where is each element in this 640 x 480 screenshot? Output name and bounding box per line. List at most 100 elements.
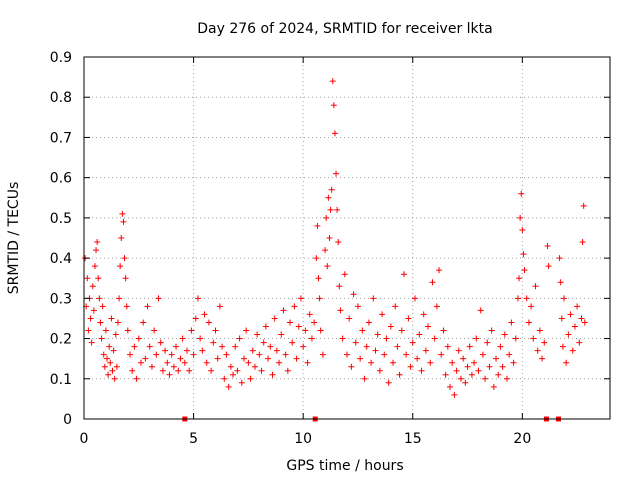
data-point: [249, 347, 256, 354]
data-point: [105, 371, 112, 378]
data-point: [295, 323, 302, 330]
data-point: [460, 355, 467, 362]
data-point: [383, 335, 390, 342]
data-point: [497, 343, 504, 350]
data-point: [327, 206, 334, 213]
data-point: [365, 319, 372, 326]
data-point: [97, 319, 104, 326]
data-point: [142, 355, 149, 362]
data-point: [94, 239, 101, 246]
data-point: [121, 255, 128, 262]
data-point: [155, 295, 162, 302]
data-point: [530, 335, 537, 342]
data-point: [101, 363, 108, 370]
data-point: [571, 323, 578, 330]
data-point: [348, 363, 355, 370]
data-point: [346, 315, 353, 322]
data-point: [280, 307, 287, 314]
data-point: [98, 335, 105, 342]
data-point: [357, 355, 364, 362]
data-point: [390, 359, 397, 366]
data-point: [350, 291, 357, 298]
data-point: [516, 275, 523, 282]
data-point: [517, 214, 524, 221]
data-point: [501, 331, 508, 338]
data-point: [405, 315, 412, 322]
data-point: [427, 359, 434, 366]
data-point: [227, 363, 234, 370]
data-point: [536, 327, 543, 334]
data-point: [177, 355, 184, 362]
data-point: [518, 190, 525, 197]
y-tick-label: 0.2: [50, 332, 72, 348]
data-point: [313, 255, 320, 262]
data-point: [490, 383, 497, 390]
data-point: [112, 331, 119, 338]
data-point: [181, 359, 188, 366]
data-point: [337, 307, 344, 314]
data-point: [144, 303, 151, 310]
data-point: [122, 275, 129, 282]
data-point: [96, 295, 103, 302]
data-point: [333, 170, 340, 177]
data-point: [354, 303, 361, 310]
data-point: [556, 255, 563, 262]
grid-lines: [84, 57, 610, 419]
data-point: [545, 263, 552, 270]
x-axis-label: GPS time / hours: [286, 458, 403, 474]
data-point: [186, 367, 193, 374]
data-point: [359, 327, 366, 334]
data-point: [102, 327, 109, 334]
data-point: [104, 355, 111, 362]
data-point: [223, 351, 230, 358]
data-point: [100, 351, 107, 358]
data-point: [521, 267, 528, 274]
y-tick-label: 0.3: [50, 291, 72, 307]
data-point: [216, 303, 223, 310]
data-point: [302, 327, 309, 334]
data-point: [324, 263, 331, 270]
data-point: [361, 375, 368, 382]
data-point: [119, 210, 126, 217]
data-point: [170, 363, 177, 370]
data-point: [523, 295, 530, 302]
data-point: [394, 343, 401, 350]
y-tick-label: 0.5: [50, 211, 72, 227]
data-point: [574, 303, 581, 310]
data-point: [334, 206, 341, 213]
data-point: [407, 363, 414, 370]
data-point: [265, 355, 272, 362]
data-point: [418, 367, 425, 374]
data-point: [306, 311, 313, 318]
data-point: [111, 375, 118, 382]
data-point: [221, 375, 228, 382]
data-point: [251, 363, 258, 370]
data-point: [245, 359, 252, 366]
data-point: [304, 359, 311, 366]
y-tick-labels: 0 0.1 0.2 0.3 0.4 0.5 0.6 0.7 0.8 0.9: [50, 50, 72, 428]
data-point: [438, 351, 445, 358]
y-axis-label: SRMTID / TECUs: [6, 182, 22, 295]
data-point: [230, 371, 237, 378]
data-point: [581, 319, 588, 326]
data-point: [175, 367, 182, 374]
data-point: [363, 343, 370, 350]
data-point: [108, 315, 115, 322]
data-point: [85, 327, 92, 334]
data-point: [451, 391, 458, 398]
data-point: [341, 271, 348, 278]
data-point: [234, 367, 241, 374]
data-point: [113, 363, 120, 370]
data-point: [330, 102, 337, 109]
data-point: [240, 355, 247, 362]
data-point: [425, 323, 432, 330]
data-point: [291, 303, 298, 310]
data-point: [471, 359, 478, 366]
data-point: [212, 327, 219, 334]
data-point: [133, 375, 140, 382]
data-point: [238, 379, 245, 386]
data-point: [479, 351, 486, 358]
data-point: [503, 375, 510, 382]
data-point: [495, 371, 502, 378]
data-point: [205, 319, 212, 326]
